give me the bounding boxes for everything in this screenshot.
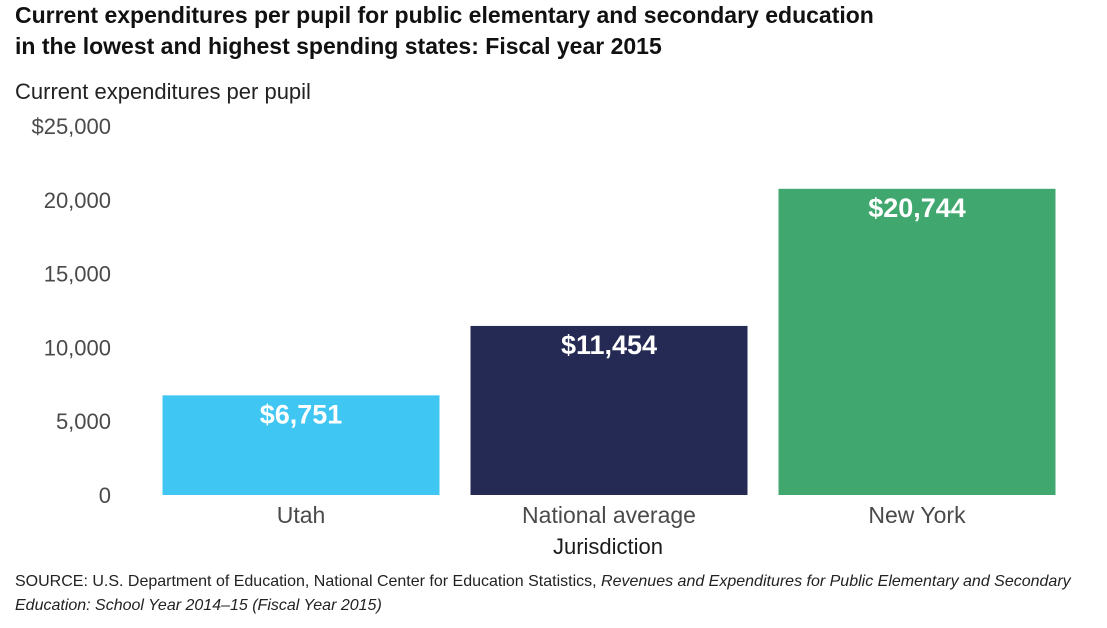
chart-title-line-1: Current expenditures per pupil for publi… <box>15 2 874 28</box>
bar-value-label: $11,454 <box>561 330 657 360</box>
source-prefix: SOURCE: U.S. Department of Education, Na… <box>15 573 597 590</box>
x-tick-label: New York <box>868 502 966 528</box>
chart-title: Current expenditures per pupil for publi… <box>15 0 1095 62</box>
y-tick-label: 0 <box>99 483 111 508</box>
bar-value-label: $20,744 <box>868 193 966 223</box>
y-tick-label: 10,000 <box>44 335 111 360</box>
source-citation: Revenues and Expenditures for Public Ele… <box>15 573 1071 614</box>
y-tick-label: $25,000 <box>31 114 111 139</box>
source-note: SOURCE: U.S. Department of Education, Na… <box>15 570 1100 618</box>
y-tick-label: 5,000 <box>56 409 111 434</box>
bar-value-label: $6,751 <box>260 399 343 429</box>
y-tick-label: 20,000 <box>44 188 111 213</box>
bar-national-average <box>470 325 748 495</box>
x-axis-label: Jurisdiction <box>553 534 663 559</box>
y-tick-label: 15,000 <box>44 262 111 287</box>
bar-utah <box>162 395 440 495</box>
x-tick-label: National average <box>522 502 696 528</box>
y-axis-label: Current expenditures per pupil <box>15 79 311 104</box>
chart-title-line-2: in the lowest and highest spending state… <box>15 33 662 59</box>
x-tick-label: Utah <box>277 502 326 528</box>
bar-new-york <box>778 188 1056 496</box>
